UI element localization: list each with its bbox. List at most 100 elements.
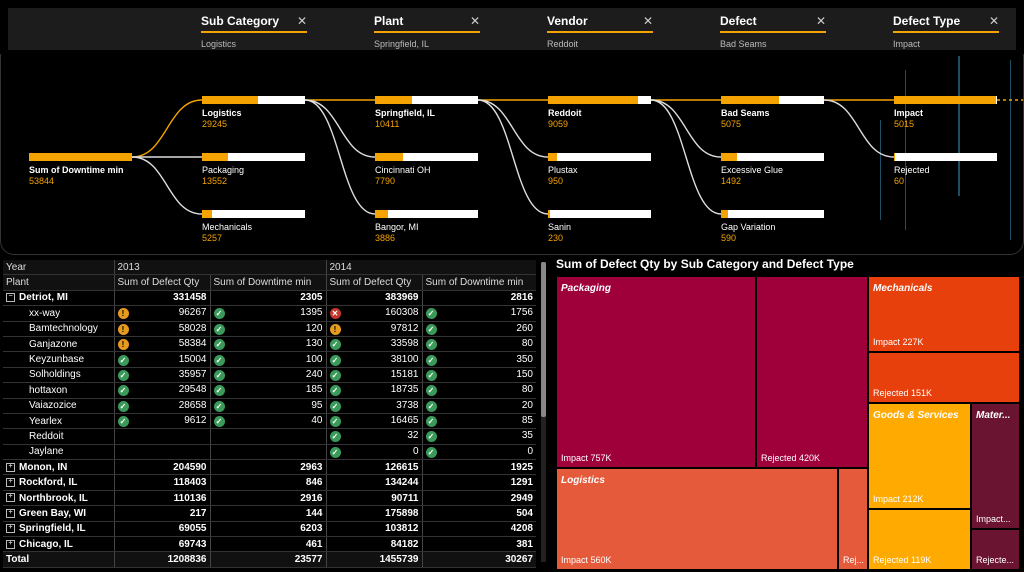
treemap-cell[interactable]: Rejected 151K: [868, 352, 1020, 403]
treemap-value-label: Rejecte...: [976, 555, 1015, 565]
node-bar-fill: [29, 153, 132, 161]
expand-icon[interactable]: +: [6, 493, 15, 503]
cell-text: Chicago, IL: [19, 538, 73, 550]
value-cell: 2949: [421, 490, 536, 507]
table-row[interactable]: + Monon, IN 204590 2963 126615 1925: [3, 459, 536, 476]
node-bar: [548, 96, 651, 104]
value-cell: ✓ 150: [421, 367, 536, 384]
total-row[interactable]: Total 1208836 23577 1455739 30267: [3, 551, 536, 568]
node-label: Bangor, MI: [375, 222, 419, 232]
filter-vendor[interactable]: Vendor ✕ Reddoit: [547, 14, 653, 49]
tree-node[interactable]: Bad Seams 5075: [721, 96, 824, 129]
node-value: 590: [721, 233, 737, 243]
cell-text: Total: [6, 554, 30, 566]
tree-node[interactable]: Plustax 950: [548, 153, 651, 186]
value-cell: [113, 428, 210, 445]
node-label: Plustax: [548, 165, 578, 175]
cell-text: 6203: [300, 523, 323, 535]
cell-text: 0: [412, 445, 419, 457]
table-row[interactable]: Yearlex ✓ 9612 ✓ 40 ✓ 16465 ✓ 85: [3, 413, 536, 430]
filter-defect-type[interactable]: Defect Type ✕ Impact: [893, 14, 999, 49]
table-row[interactable]: Bamtechnology! 58028 ✓ 120! 97812 ✓ 260: [3, 321, 536, 337]
tree-root-node[interactable]: Sum of Downtime min 53844: [29, 153, 132, 186]
table-row[interactable]: + Northbrook, IL 110136 2916 90711 2949: [3, 490, 536, 507]
expand-icon[interactable]: +: [6, 508, 15, 518]
filter-sub-category[interactable]: Sub Category ✕ Logistics: [201, 14, 307, 49]
cell-text: 58384: [178, 338, 207, 350]
tree-node[interactable]: Bangor, MI 3886: [375, 210, 478, 243]
node-bar-fill: [375, 210, 389, 218]
table-row[interactable]: + Springfield, IL 69055 6203 103812 4208: [3, 521, 536, 538]
value-cell: ✓ 40: [209, 413, 326, 430]
year-2013-header[interactable]: 2013: [113, 260, 326, 276]
table-row[interactable]: + Rockford, IL 118403 846 134244 1291: [3, 474, 536, 491]
table-row[interactable]: Ganjazone! 58384 ✓ 130 ✓ 33598 ✓ 80: [3, 336, 536, 353]
close-icon[interactable]: ✕: [469, 14, 480, 28]
tree-node[interactable]: Gap Variation 590: [721, 210, 824, 243]
close-icon[interactable]: ✕: [642, 14, 653, 28]
tree-node[interactable]: Mechanicals 5257: [202, 210, 305, 243]
matrix-header-measures: Plant Sum of Defect Qty Sum of Downtime …: [3, 274, 536, 291]
treemap-cell[interactable]: Goods & Services Impact 212K: [868, 403, 971, 509]
cell-text: Vaiazozice: [29, 400, 77, 412]
tree-node[interactable]: Cincinnati OH 7790: [375, 153, 478, 186]
tree-node[interactable]: Rejected 60: [894, 153, 997, 186]
table-row[interactable]: Reddoit ✓ 32 ✓ 35: [3, 428, 536, 445]
table-row[interactable]: Solholdings ✓ 35957 ✓ 240 ✓ 15181 ✓ 150: [3, 367, 536, 384]
tree-node[interactable]: Reddoit 9059: [548, 96, 651, 129]
table-row[interactable]: Vaiazozice ✓ 28658 ✓ 95 ✓ 3738 ✓ 20: [3, 398, 536, 414]
treemap-cell[interactable]: Mechanicals Impact 227K: [868, 276, 1020, 352]
treemap-cell[interactable]: Logistics Impact 560K: [556, 468, 838, 570]
cell-text: 381: [516, 538, 533, 550]
treemap-cell[interactable]: Packaging Impact 757K: [556, 276, 756, 468]
treemap-cell[interactable]: Rejecte...: [971, 529, 1020, 570]
check-icon: ✓: [213, 385, 225, 397]
tree-node[interactable]: Impact 5015: [894, 96, 997, 129]
warning-icon: !: [117, 339, 129, 351]
matrix-scrollbar[interactable]: [541, 262, 546, 562]
scrollbar-thumb[interactable]: [541, 262, 546, 417]
value-cell: ✓ 35957: [113, 367, 210, 384]
expand-icon[interactable]: +: [6, 462, 15, 472]
table-row[interactable]: Jaylane ✓ 0 ✓ 0: [3, 444, 536, 461]
value-cell: 69055: [113, 521, 210, 538]
treemap-cell[interactable]: Rejected 420K: [756, 276, 868, 468]
close-icon[interactable]: ✕: [296, 14, 307, 28]
year-2014-header[interactable]: 2014: [325, 260, 536, 276]
expand-icon[interactable]: +: [6, 539, 15, 549]
close-icon[interactable]: ✕: [815, 14, 826, 28]
value-cell: ✓ 0: [325, 444, 422, 461]
treemap-cell[interactable]: Mater... Impact...: [971, 403, 1020, 529]
tree-node[interactable]: Excessive Glue 1492: [721, 153, 824, 186]
table-row[interactable]: hottaxon ✓ 29548 ✓ 185 ✓ 18735 ✓ 80: [3, 382, 536, 399]
treemap-cell[interactable]: Rejected 119K: [868, 509, 971, 570]
measure-header[interactable]: Sum of Defect Qty: [113, 274, 210, 291]
tree-node[interactable]: Logistics 29245: [202, 96, 305, 129]
expand-icon[interactable]: +: [6, 478, 15, 488]
cell-text: 185: [305, 384, 323, 396]
tree-node[interactable]: Sanin 230: [548, 210, 651, 243]
value-cell: ✓ 33598: [325, 336, 422, 353]
filter-defect[interactable]: Defect ✕ Bad Seams: [720, 14, 826, 49]
measure-header[interactable]: Sum of Defect Qty: [325, 274, 422, 291]
table-row[interactable]: + Chicago, IL 69743 461 84182 381: [3, 536, 536, 553]
table-row[interactable]: Keyzunbase ✓ 15004 ✓ 100 ✓ 38100 ✓ 350: [3, 351, 536, 368]
row-header: − Detriot, MI: [3, 290, 114, 307]
filter-plant[interactable]: Plant ✕ Springfield, IL: [374, 14, 480, 49]
expand-icon[interactable]: +: [6, 524, 15, 534]
measure-header[interactable]: Sum of Downtime min: [209, 274, 326, 291]
collapse-icon[interactable]: −: [6, 293, 15, 303]
value-cell: ✓ 350: [421, 351, 536, 368]
tree-node[interactable]: Packaging 13552: [202, 153, 305, 186]
tree-node[interactable]: Springfield, IL 10411: [375, 96, 478, 129]
check-icon: ✓: [425, 369, 437, 381]
table-row[interactable]: + Green Bay, WI 217 144 175898 504: [3, 505, 536, 522]
node-bar: [202, 96, 305, 104]
measure-header[interactable]: Sum of Downtime min: [421, 274, 536, 291]
row-header: hottaxon: [3, 382, 114, 399]
close-icon[interactable]: ✕: [988, 14, 999, 28]
table-row[interactable]: xx-way! 96267 ✓ 1395 ✕ 160308 ✓ 1756: [3, 305, 536, 322]
treemap-cell[interactable]: Rej...: [838, 468, 868, 570]
cell-text: 20: [521, 399, 533, 411]
table-row[interactable]: − Detriot, MI 331458 2305 383969 2816: [3, 290, 536, 307]
